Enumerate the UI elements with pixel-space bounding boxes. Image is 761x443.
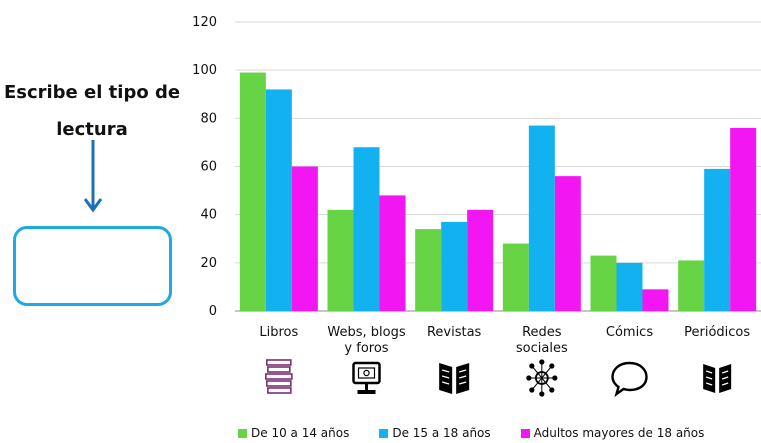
y-tick-label: 120 bbox=[192, 15, 217, 30]
legend-item: De 10 a 14 años bbox=[238, 426, 349, 440]
bar bbox=[554, 176, 581, 311]
bar-chart: 0 20 40 60 80 100 120 Libros Webs, blogs y foros R… bbox=[192, 15, 761, 397]
y-tick-label: 100 bbox=[192, 63, 217, 78]
legend-label: De 10 a 14 años bbox=[251, 426, 350, 440]
y-tick-label: 40 bbox=[200, 208, 217, 223]
bar bbox=[467, 209, 494, 311]
bar bbox=[528, 125, 555, 311]
book-stack-icon bbox=[265, 359, 293, 394]
category-label: Redes sociales bbox=[516, 325, 568, 356]
y-tick-label: 80 bbox=[200, 111, 217, 126]
bar bbox=[415, 229, 442, 311]
legend-item: De 15 a 18 años bbox=[379, 426, 491, 440]
bar bbox=[379, 195, 406, 311]
legend-swatch bbox=[520, 428, 530, 438]
prompt-title: Escribe el tipo de lectura bbox=[3, 82, 181, 140]
computer-monitor-icon bbox=[352, 361, 381, 394]
speech-bubble-icon bbox=[611, 361, 648, 397]
bar bbox=[590, 255, 617, 311]
bar bbox=[678, 260, 705, 311]
bar bbox=[616, 262, 643, 311]
bar bbox=[353, 147, 380, 311]
bar bbox=[502, 243, 529, 311]
bar bbox=[730, 127, 757, 311]
bar bbox=[239, 72, 266, 311]
down-arrow-icon bbox=[83, 140, 103, 213]
category-label: Cómics bbox=[606, 325, 653, 340]
legend-swatch bbox=[379, 428, 389, 438]
answer-box[interactable] bbox=[13, 226, 172, 306]
legend-label: Adultos mayores de 18 años bbox=[533, 426, 705, 440]
category-label: Periódicos bbox=[684, 325, 750, 340]
legend-item: Adultos mayores de 18 años bbox=[520, 426, 705, 440]
y-tick-label: 20 bbox=[200, 256, 217, 271]
newspaper-icon bbox=[703, 364, 732, 393]
legend-swatch bbox=[238, 428, 247, 438]
legend: De 10 a 14 años De 15 a 18 años Adultos ma… bbox=[238, 424, 704, 442]
bar bbox=[642, 289, 669, 311]
bar bbox=[265, 89, 292, 311]
y-tick-label: 60 bbox=[200, 160, 217, 175]
category-label: Webs, blogs y foros bbox=[327, 325, 405, 356]
social-network-icon bbox=[526, 359, 558, 397]
legend-label: De 15 a 18 años bbox=[392, 426, 491, 440]
category-label: Libros bbox=[259, 325, 298, 340]
bar bbox=[291, 166, 318, 311]
bar bbox=[441, 221, 468, 311]
bar bbox=[704, 168, 731, 311]
bar bbox=[327, 209, 354, 311]
y-tick-label: 0 bbox=[209, 304, 217, 319]
open-book-icon bbox=[439, 363, 470, 394]
category-label: Revistas bbox=[427, 325, 482, 340]
